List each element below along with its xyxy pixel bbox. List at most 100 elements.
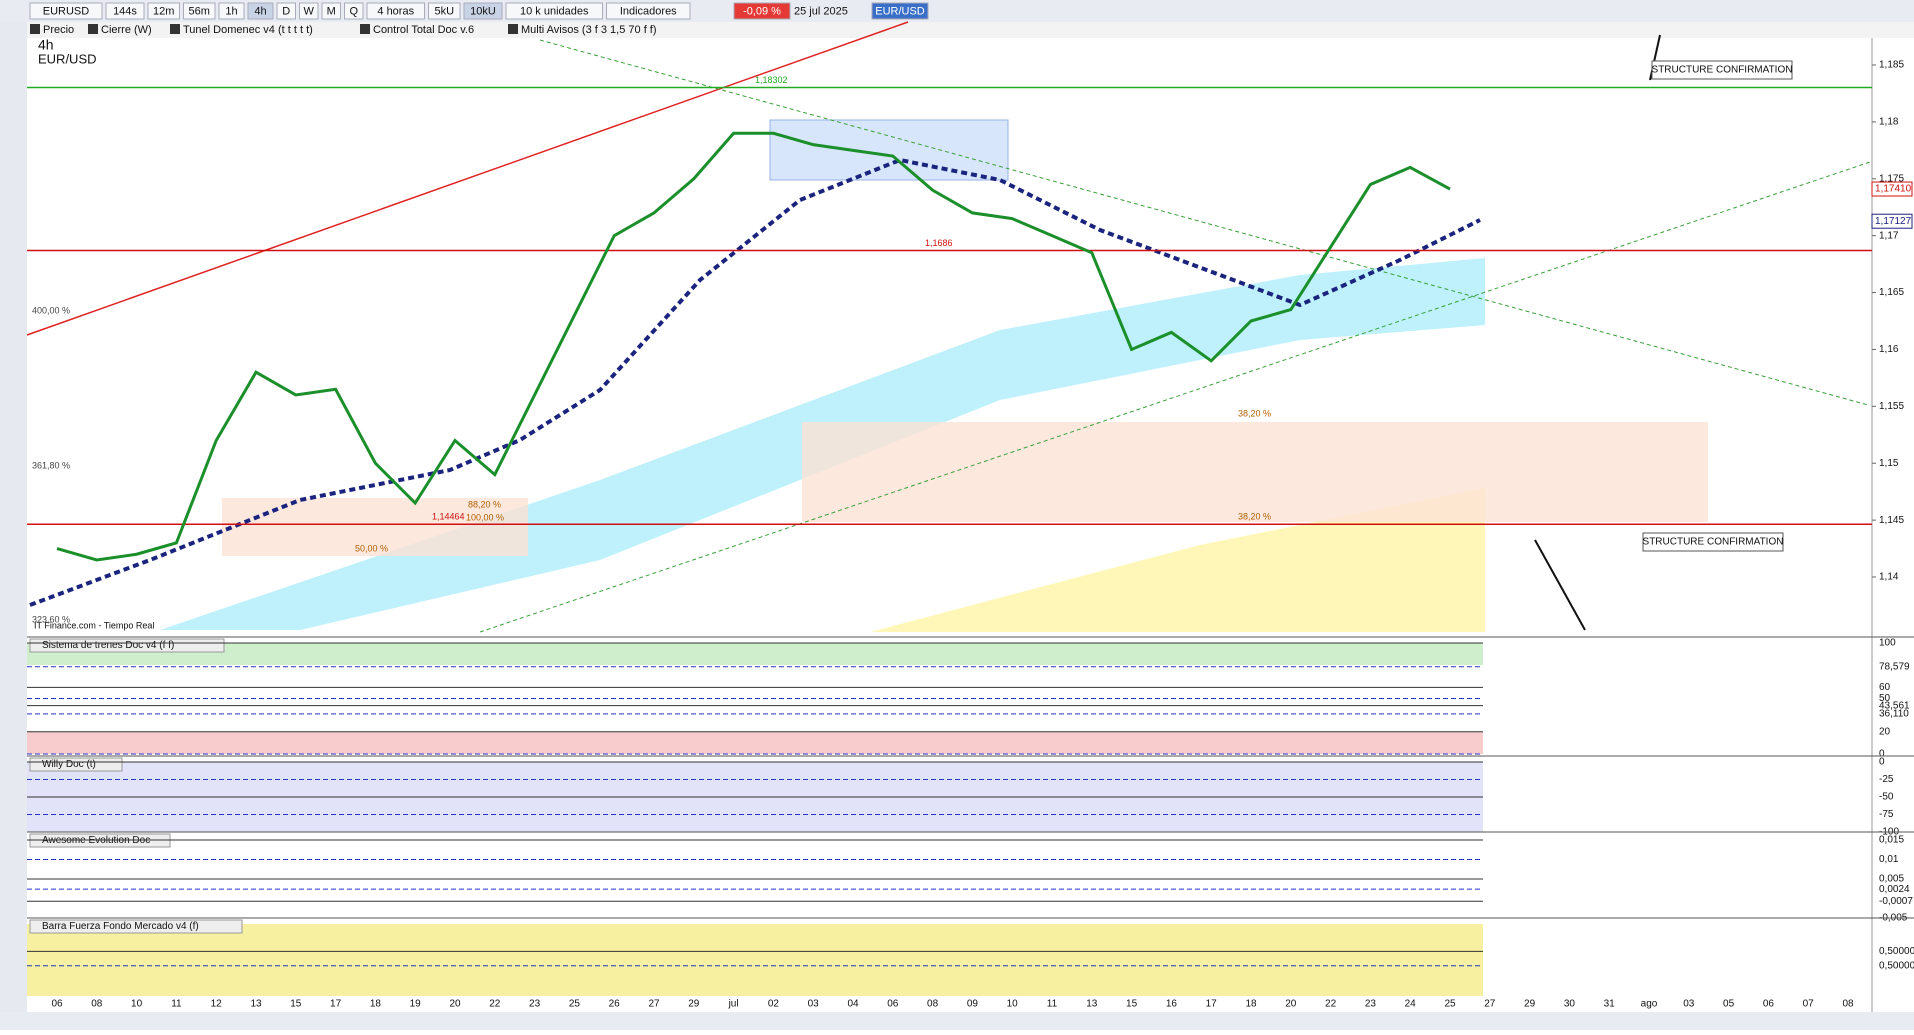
y-tick-label: 1,15 <box>1879 458 1899 469</box>
left-toolbar <box>0 22 27 1030</box>
x-tick-label: 02 <box>768 999 780 1010</box>
panel-title-bg <box>29 833 171 848</box>
x-tick-label: 26 <box>609 999 621 1010</box>
toolbar-label: 4 horas <box>377 5 414 17</box>
y-tick-label: 1,17 <box>1879 230 1899 241</box>
toolbar-label: Q <box>349 5 358 17</box>
y-tick-label: 1,18 <box>1879 117 1899 128</box>
indicator-name: Control Total Doc v.6 <box>373 24 474 36</box>
annotation-box <box>1651 60 1793 80</box>
panel-tick-label: 100 <box>1879 638 1896 649</box>
panel-title: Sistema de trenes Doc v4 (f f) <box>42 640 174 651</box>
fib-label: 400,00 % <box>32 305 70 315</box>
instrument: EUR/USD <box>38 51 97 66</box>
last-price-tag <box>1871 213 1913 229</box>
x-tick-label: 07 <box>1803 999 1815 1010</box>
indicator-toggle[interactable] <box>88 24 98 34</box>
last-price-tag <box>1871 181 1913 197</box>
last-price-label: 1,17410 <box>1875 184 1912 195</box>
toolbar-button[interactable] <box>366 2 425 20</box>
toolbar-label: W <box>304 5 315 17</box>
toolbar-button[interactable] <box>299 2 319 20</box>
x-tick-label: jul <box>728 999 739 1010</box>
x-tick-label: ago <box>1641 999 1658 1010</box>
x-tick-label: 09 <box>967 999 979 1010</box>
toolbar-button[interactable] <box>505 2 603 20</box>
toolbar-button[interactable] <box>218 2 245 20</box>
fib-zone <box>802 422 1708 522</box>
x-tick-label: 03 <box>1683 999 1695 1010</box>
x-tick-label: 23 <box>529 999 541 1010</box>
trend-line <box>26 21 909 336</box>
x-tick-label: 13 <box>1086 999 1098 1010</box>
toolbar-label: 12m <box>153 5 174 17</box>
moving-average <box>29 157 1481 607</box>
panel-tick-label: 0,50000 <box>1879 960 1914 971</box>
x-tick-label: 24 <box>1405 999 1417 1010</box>
x-tick-label: 20 <box>449 999 461 1010</box>
x-tick-label: 11 <box>1047 999 1058 1010</box>
indicator-name: Multi Avisos (3 f 3 1,5 70 f f) <box>521 24 657 36</box>
y-tick-label: 1,155 <box>1879 401 1904 412</box>
x-tick-label: 05 <box>1723 999 1735 1010</box>
panel-tick-label: 0,005 <box>1879 874 1904 885</box>
x-tick-label: 06 <box>1763 999 1775 1010</box>
toolbar-button[interactable] <box>733 2 791 20</box>
y-tick-label: 1,185 <box>1879 60 1904 71</box>
trend-line <box>539 39 1869 406</box>
toolbar-label: 144s <box>113 5 137 17</box>
timeframe: 4h <box>38 37 54 53</box>
x-tick-label: 04 <box>847 999 859 1010</box>
indicator-name: Tunel Domenec v4 (t t t t t) <box>183 24 313 36</box>
indicator-toggle[interactable] <box>30 24 40 34</box>
x-tick-label: 22 <box>1325 999 1337 1010</box>
x-tick-label: 17 <box>330 999 342 1010</box>
barra-bg <box>27 924 1483 996</box>
toolbar-label: -0,09 % <box>743 5 781 17</box>
toolbar-button[interactable] <box>105 2 145 20</box>
x-tick-label: 16 <box>1166 999 1178 1010</box>
x-tick-label: 29 <box>688 999 700 1010</box>
panel-tick-label: 0,015 <box>1879 835 1904 846</box>
panel-title: Awesome Evolution Doc <box>42 835 150 846</box>
indicator-toggle[interactable] <box>360 24 370 34</box>
price-line <box>56 131 1451 562</box>
date-label: 25 jul 2025 <box>794 5 848 17</box>
arrow <box>1534 539 1586 631</box>
annotation-box <box>1642 532 1784 552</box>
x-tick-label: 11 <box>171 999 182 1010</box>
x-tick-label: 27 <box>648 999 660 1010</box>
x-tick-label: 31 <box>1604 999 1616 1010</box>
x-tick-label: 10 <box>1007 999 1019 1010</box>
toolbar-label: 5kU <box>434 5 454 17</box>
x-tick-label: 10 <box>131 999 143 1010</box>
toolbar-button[interactable] <box>29 2 103 20</box>
toolbar-label: D <box>282 5 290 17</box>
indicator-toggle[interactable] <box>170 24 180 34</box>
x-tick-label: 20 <box>1285 999 1297 1010</box>
x-tick-label: 27 <box>1484 999 1496 1010</box>
x-tick-label: 15 <box>1126 999 1138 1010</box>
panel-tick-label: 0,01 <box>1879 854 1899 865</box>
toolbar-button[interactable] <box>344 2 364 20</box>
toolbar-button[interactable] <box>276 2 296 20</box>
toolbar-button[interactable] <box>321 2 341 20</box>
toolbar-button[interactable] <box>147 2 180 20</box>
toolbar-button[interactable] <box>463 2 503 20</box>
toolbar-button[interactable] <box>606 2 691 20</box>
level-label: 1,18302 <box>755 75 788 85</box>
toolbar-label: EURUSD <box>43 5 90 17</box>
toolbar-button[interactable] <box>183 2 216 20</box>
panel-tick-label: -0,0007 <box>1879 896 1913 907</box>
x-tick-label: 06 <box>887 999 899 1010</box>
toolbar-button[interactable] <box>428 2 461 20</box>
panel-tick-label: 43,561 <box>1879 700 1910 711</box>
toolbar-label: 1h <box>225 5 237 17</box>
indicator-toggle[interactable] <box>508 24 518 34</box>
x-tick-label: 22 <box>489 999 501 1010</box>
toolbar-button[interactable] <box>247 2 274 20</box>
x-tick-label: 03 <box>808 999 820 1010</box>
panel-tick-label: -50 <box>1879 792 1894 803</box>
toolbar-button[interactable] <box>871 2 929 20</box>
